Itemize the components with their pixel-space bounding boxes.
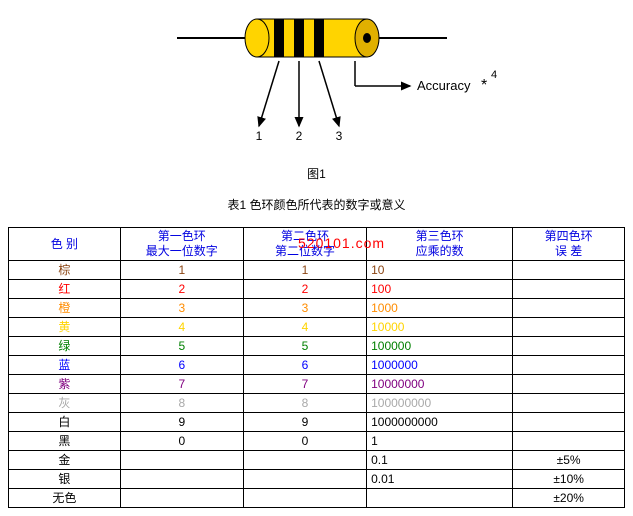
cell: 6 xyxy=(243,356,366,375)
cell: 1000 xyxy=(367,299,513,318)
cell: 9 xyxy=(120,413,243,432)
table-row: 黄4410000 xyxy=(9,318,625,337)
cell: 绿 xyxy=(9,337,121,356)
cell xyxy=(513,394,625,413)
color-code-table: 色 别第一色环 最大一位数字第二色环 第二位数字第三色环 应乘的数第四色环 误 … xyxy=(8,227,625,508)
cell: 金 xyxy=(9,451,121,470)
cell xyxy=(513,261,625,280)
cell xyxy=(513,337,625,356)
cell xyxy=(513,432,625,451)
cell: 4 xyxy=(243,318,366,337)
cell: 10000 xyxy=(367,318,513,337)
cell: 9 xyxy=(243,413,366,432)
svg-text:2: 2 xyxy=(295,129,302,143)
cell: 100000 xyxy=(367,337,513,356)
cell xyxy=(243,470,366,489)
cell: 7 xyxy=(243,375,366,394)
cell: 灰 xyxy=(9,394,121,413)
cell: 1 xyxy=(367,432,513,451)
table-row: 蓝661000000 xyxy=(9,356,625,375)
cell xyxy=(120,451,243,470)
cell: 白 xyxy=(9,413,121,432)
cell: 100000000 xyxy=(367,394,513,413)
cell: 7 xyxy=(120,375,243,394)
cell: 2 xyxy=(120,280,243,299)
table-row: 棕1110 xyxy=(9,261,625,280)
cell: 5 xyxy=(243,337,366,356)
svg-text:Accuracy: Accuracy xyxy=(417,78,471,93)
table-row: 橙331000 xyxy=(9,299,625,318)
col-header: 第三色环 应乘的数 xyxy=(367,228,513,261)
col-header: 第四色环 误 差 xyxy=(513,228,625,261)
table-row: 红22100 xyxy=(9,280,625,299)
table-row: 银 0.01±10% xyxy=(9,470,625,489)
cell: 无色 xyxy=(9,489,121,508)
table-row: 黑001 xyxy=(9,432,625,451)
col-header: 第二色环 第二位数字 xyxy=(243,228,366,261)
cell: ±5% xyxy=(513,451,625,470)
cell: 0 xyxy=(243,432,366,451)
cell: 1 xyxy=(243,261,366,280)
table-row: 白991000000000 xyxy=(9,413,625,432)
cell: 橙 xyxy=(9,299,121,318)
cell xyxy=(120,470,243,489)
svg-text:1: 1 xyxy=(255,129,262,143)
cell: 黄 xyxy=(9,318,121,337)
cell xyxy=(513,356,625,375)
cell xyxy=(120,489,243,508)
svg-text:4: 4 xyxy=(491,69,497,81)
cell xyxy=(513,280,625,299)
table-row: 绿55100000 xyxy=(9,337,625,356)
cell: 2 xyxy=(243,280,366,299)
cell: 3 xyxy=(243,299,366,318)
svg-text:3: 3 xyxy=(335,129,342,143)
cell: 1000000000 xyxy=(367,413,513,432)
cell: 1000000 xyxy=(367,356,513,375)
cell xyxy=(367,489,513,508)
resistor-svg: 1 2 3 Accuracy * 4 xyxy=(137,8,497,158)
table-row: 紫7710000000 xyxy=(9,375,625,394)
cell: 红 xyxy=(9,280,121,299)
cell: 蓝 xyxy=(9,356,121,375)
cell: 6 xyxy=(120,356,243,375)
cell: 紫 xyxy=(9,375,121,394)
cell xyxy=(243,489,366,508)
cell xyxy=(513,413,625,432)
cell: 1 xyxy=(120,261,243,280)
cell: 0.01 xyxy=(367,470,513,489)
svg-text:*: * xyxy=(481,77,487,94)
cell: 4 xyxy=(120,318,243,337)
table-caption: 表1 色环颜色所代表的数字或意义 xyxy=(8,196,625,213)
resistor-diagram: 1 2 3 Accuracy * 4 图1 xyxy=(8,8,625,182)
cell xyxy=(243,451,366,470)
cell: 5 xyxy=(120,337,243,356)
cell: 10000000 xyxy=(367,375,513,394)
col-header: 第一色环 最大一位数字 xyxy=(120,228,243,261)
cell: ±20% xyxy=(513,489,625,508)
table-row: 灰88100000000 xyxy=(9,394,625,413)
cell: 8 xyxy=(120,394,243,413)
cell: 银 xyxy=(9,470,121,489)
table-row: 无色 ±20% xyxy=(9,489,625,508)
table-row: 金 0.1±5% xyxy=(9,451,625,470)
cell: 3 xyxy=(120,299,243,318)
cell: 0.1 xyxy=(367,451,513,470)
cell: 0 xyxy=(120,432,243,451)
cell: 黑 xyxy=(9,432,121,451)
cell: 100 xyxy=(367,280,513,299)
cell xyxy=(513,318,625,337)
cell xyxy=(513,375,625,394)
cell: 10 xyxy=(367,261,513,280)
cell: 8 xyxy=(243,394,366,413)
figure-caption: 图1 xyxy=(8,165,625,182)
col-header: 色 别 xyxy=(9,228,121,261)
cell: ±10% xyxy=(513,470,625,489)
cell xyxy=(513,299,625,318)
cell: 棕 xyxy=(9,261,121,280)
